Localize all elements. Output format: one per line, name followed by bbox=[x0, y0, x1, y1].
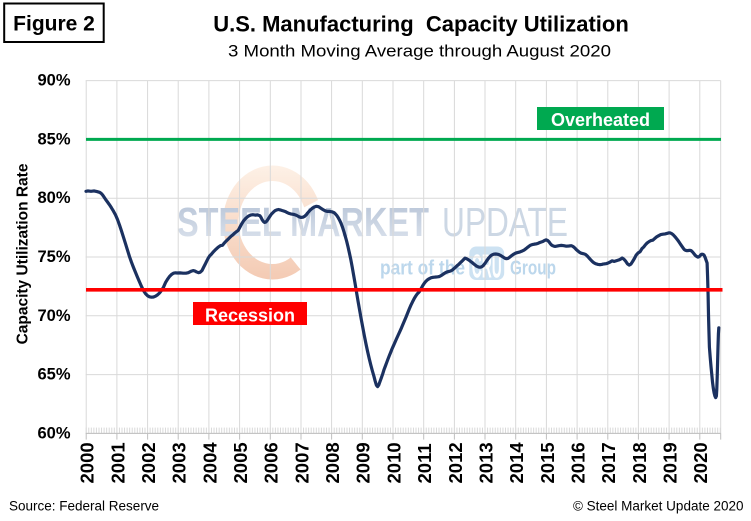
svg-text:Recession: Recession bbox=[205, 305, 295, 325]
svg-text:2015: 2015 bbox=[537, 442, 558, 483]
svg-text:2001: 2001 bbox=[107, 442, 128, 483]
svg-text:2004: 2004 bbox=[199, 442, 220, 484]
svg-text:70%: 70% bbox=[37, 307, 70, 325]
svg-text:2016: 2016 bbox=[568, 442, 589, 483]
svg-text:UPDATE: UPDATE bbox=[442, 199, 568, 245]
svg-text:85%: 85% bbox=[37, 130, 70, 148]
svg-text:2006: 2006 bbox=[261, 442, 282, 483]
svg-text:U.S. Manufacturing Capacity U: U.S. Manufacturing Capacity Utilization bbox=[213, 12, 629, 37]
svg-text:2000: 2000 bbox=[77, 442, 98, 483]
svg-text:Overheated: Overheated bbox=[551, 110, 650, 130]
svg-text:2003: 2003 bbox=[169, 442, 190, 483]
svg-text:2005: 2005 bbox=[230, 442, 251, 483]
svg-text:2019: 2019 bbox=[660, 442, 681, 483]
svg-text:60%: 60% bbox=[37, 424, 70, 442]
svg-text:3 Month Moving Average through: 3 Month Moving Average through August 20… bbox=[228, 42, 611, 61]
svg-text:2012: 2012 bbox=[445, 442, 466, 483]
svg-text:2018: 2018 bbox=[629, 442, 650, 483]
svg-text:2008: 2008 bbox=[322, 442, 343, 483]
svg-text:2007: 2007 bbox=[291, 442, 312, 483]
svg-text:Capacity Utilization Rate: Capacity Utilization Rate bbox=[14, 163, 31, 344]
svg-text:STEEL MARKET: STEEL MARKET bbox=[177, 199, 429, 245]
svg-text:2017: 2017 bbox=[598, 442, 619, 483]
svg-text:2011: 2011 bbox=[414, 443, 435, 483]
svg-text:2009: 2009 bbox=[353, 442, 374, 483]
svg-text:Source: Federal Reserve: Source: Federal Reserve bbox=[9, 498, 159, 513]
svg-text:2020: 2020 bbox=[690, 442, 711, 483]
svg-text:2010: 2010 bbox=[383, 442, 404, 483]
svg-text:2013: 2013 bbox=[475, 442, 496, 483]
svg-text:90%: 90% bbox=[37, 72, 70, 90]
svg-text:65%: 65% bbox=[37, 366, 70, 384]
svg-text:Group: Group bbox=[510, 258, 556, 280]
svg-text:© Steel Market Update 2020: © Steel Market Update 2020 bbox=[573, 498, 744, 513]
svg-text:Figure 2: Figure 2 bbox=[13, 13, 95, 36]
svg-text:80%: 80% bbox=[37, 189, 70, 207]
svg-text:2014: 2014 bbox=[506, 442, 527, 484]
svg-text:75%: 75% bbox=[37, 248, 70, 266]
svg-text:2002: 2002 bbox=[138, 442, 159, 483]
